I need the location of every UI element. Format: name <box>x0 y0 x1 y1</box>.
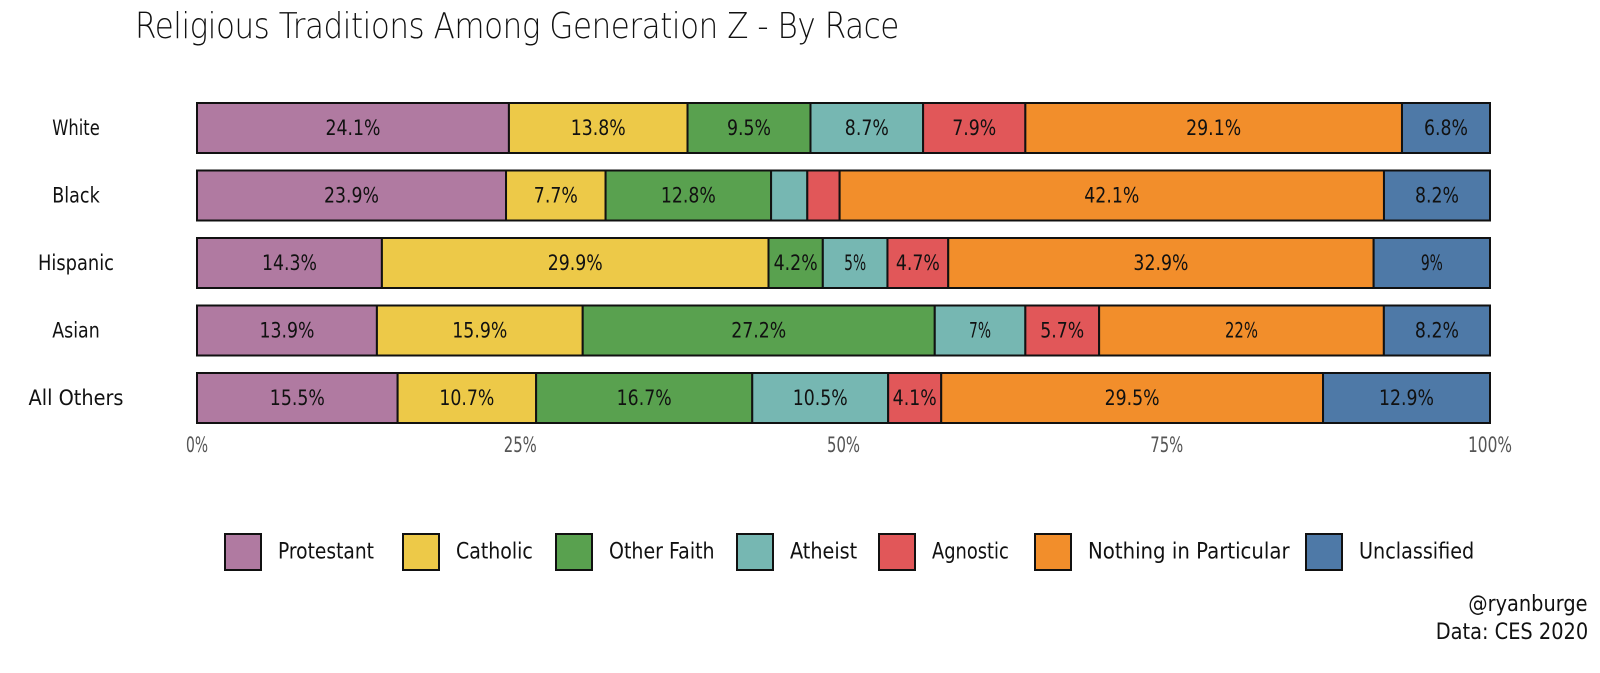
legend-swatch-atheist <box>736 533 774 571</box>
data-label-hispanic-atheist: 5% <box>844 251 866 275</box>
data-label-white-atheist: 8.7% <box>845 116 889 140</box>
legend-swatch-protestant <box>224 533 262 571</box>
bar-white-agnostic <box>922 102 1027 154</box>
y-label-asian: Asian <box>52 319 100 343</box>
x-tick-25: 25% <box>504 433 537 457</box>
bar-asian-nothing-in-particular <box>1098 304 1385 357</box>
x-tick-50: 50% <box>827 433 860 457</box>
data-label-white-other-faith: 9.5% <box>727 116 771 140</box>
x-tick-75: 75% <box>1150 433 1183 457</box>
bar-white-catholic <box>507 102 689 154</box>
bar-black-unclassified <box>1382 169 1491 222</box>
bar-asian-unclassified <box>1382 304 1492 357</box>
bar-white-other-faith <box>686 102 812 154</box>
bar-asian-atheist <box>933 304 1027 357</box>
data-label-hispanic-protestant: 14.3% <box>262 251 317 275</box>
data-label-asian-unclassified: 8.2% <box>1415 319 1459 343</box>
legend-swatch-agnostic <box>878 533 916 571</box>
y-label-white: White <box>52 116 100 140</box>
bar-black-nothing-in-particular <box>838 169 1385 222</box>
legend-swatch-other-faith <box>555 533 593 571</box>
bar-all-others-agnostic <box>887 372 943 424</box>
bar-black-agnostic <box>806 169 841 222</box>
data-label-asian-atheist: 7% <box>969 319 991 343</box>
x-tick-100: 100% <box>1468 433 1512 457</box>
data-label-white-catholic: 13.8% <box>571 116 626 140</box>
data-label-black-other-faith: 12.8% <box>661 184 716 208</box>
legend-label-agnostic: Agnostic <box>932 540 1009 565</box>
bar-black-other-faith <box>604 169 773 222</box>
data-label-white-protestant: 24.1% <box>325 116 380 140</box>
data-label-white-agnostic: 7.9% <box>952 116 996 140</box>
y-label-all-others: All Others <box>29 386 124 410</box>
data-label-asian-agnostic: 5.7% <box>1040 319 1084 343</box>
data-label-hispanic-nothing-in-particular: 32.9% <box>1133 251 1188 275</box>
data-label-asian-nothing-in-particular: 22% <box>1225 319 1258 343</box>
credit-handle: @ryanburge <box>1468 592 1588 617</box>
bar-white-atheist <box>809 102 925 154</box>
bar-white-unclassified <box>1400 102 1492 154</box>
legend-label-nothing-in-particular: Nothing in Particular <box>1088 540 1290 565</box>
legend-swatch-nothing-in-particular <box>1034 533 1072 571</box>
bar-black-protestant <box>196 169 508 222</box>
bar-asian-agnostic <box>1024 304 1101 357</box>
x-axis-ticks: 0% 25% 50% 75% 100% <box>186 433 1512 457</box>
legend: Protestant Catholic Other Faith Atheist Agno… <box>224 533 1474 571</box>
bar-asian-catholic <box>375 304 584 357</box>
data-label-black-nothing-in-particular: 42.1% <box>1084 184 1139 208</box>
data-label-hispanic-catholic: 29.9% <box>548 251 603 275</box>
bar-hispanic-atheist <box>821 237 889 289</box>
bar-all-others-other-faith <box>535 372 754 424</box>
bar-asian-other-faith <box>581 304 936 357</box>
legend-label-unclassified: Unclassified <box>1359 540 1474 565</box>
bar-hispanic-unclassified <box>1372 237 1492 289</box>
bar-hispanic-nothing-in-particular <box>947 237 1375 289</box>
data-label-white-unclassified: 6.8% <box>1424 116 1468 140</box>
legend-swatch-catholic <box>402 533 440 571</box>
data-label-asian-protestant: 13.9% <box>259 319 314 343</box>
data-label-black-unclassified: 8.2% <box>1415 184 1459 208</box>
bar-black-atheist <box>770 169 809 222</box>
x-tick-0: 0% <box>186 433 208 457</box>
data-label-asian-catholic: 15.9% <box>452 319 507 343</box>
bar-white-protestant <box>196 102 510 154</box>
data-label-all-others-unclassified: 12.9% <box>1379 386 1434 410</box>
data-label-white-nothing-in-particular: 29.1% <box>1186 116 1241 140</box>
data-label-hispanic-unclassified: 9% <box>1421 251 1443 275</box>
chart-title: Religious Traditions Among Generation Z … <box>135 6 899 47</box>
credit-source: Data: CES 2020 <box>1435 620 1588 645</box>
legend-label-catholic: Catholic <box>456 540 533 565</box>
bar-hispanic-other-faith <box>767 237 824 289</box>
legend-swatch-unclassified <box>1305 533 1343 571</box>
legend-label-other-faith: Other Faith <box>609 540 715 565</box>
y-label-hispanic: Hispanic <box>38 251 114 275</box>
data-label-hispanic-agnostic: 4.7% <box>896 251 940 275</box>
bar-black-catholic <box>505 169 607 222</box>
bar-all-others-unclassified <box>1322 372 1491 424</box>
data-label-black-protestant: 23.9% <box>324 184 379 208</box>
bar-white-nothing-in-particular <box>1024 102 1403 154</box>
bar-hispanic-agnostic <box>886 237 950 289</box>
data-label-all-others-nothing-in-particular: 29.5% <box>1105 386 1160 410</box>
data-label-all-others-atheist: 10.5% <box>793 386 848 410</box>
data-label-all-others-catholic: 10.7% <box>439 386 494 410</box>
data-label-all-others-agnostic: 4.1% <box>893 386 937 410</box>
bar-hispanic-catholic <box>380 237 770 289</box>
legend-label-protestant: Protestant <box>278 540 374 565</box>
data-label-asian-other-faith: 27.2% <box>731 319 786 343</box>
y-axis-labels: White Black Hispanic Asian All Others <box>29 116 124 410</box>
bar-all-others-atheist <box>751 372 890 424</box>
bar-area: 24.1% 13.8% 9.5% 8.7% 7.9% 29.1% 6.8% 23.9% 7.7%… <box>196 102 1492 424</box>
legend-label-atheist: Atheist <box>790 540 858 565</box>
data-label-black-catholic: 7.7% <box>534 184 578 208</box>
y-label-black: Black <box>52 184 100 208</box>
bar-hispanic-protestant <box>196 237 383 289</box>
data-label-all-others-other-faith: 16.7% <box>617 386 672 410</box>
data-label-all-others-protestant: 15.5% <box>270 386 325 410</box>
data-label-hispanic-other-faith: 4.2% <box>774 251 818 275</box>
